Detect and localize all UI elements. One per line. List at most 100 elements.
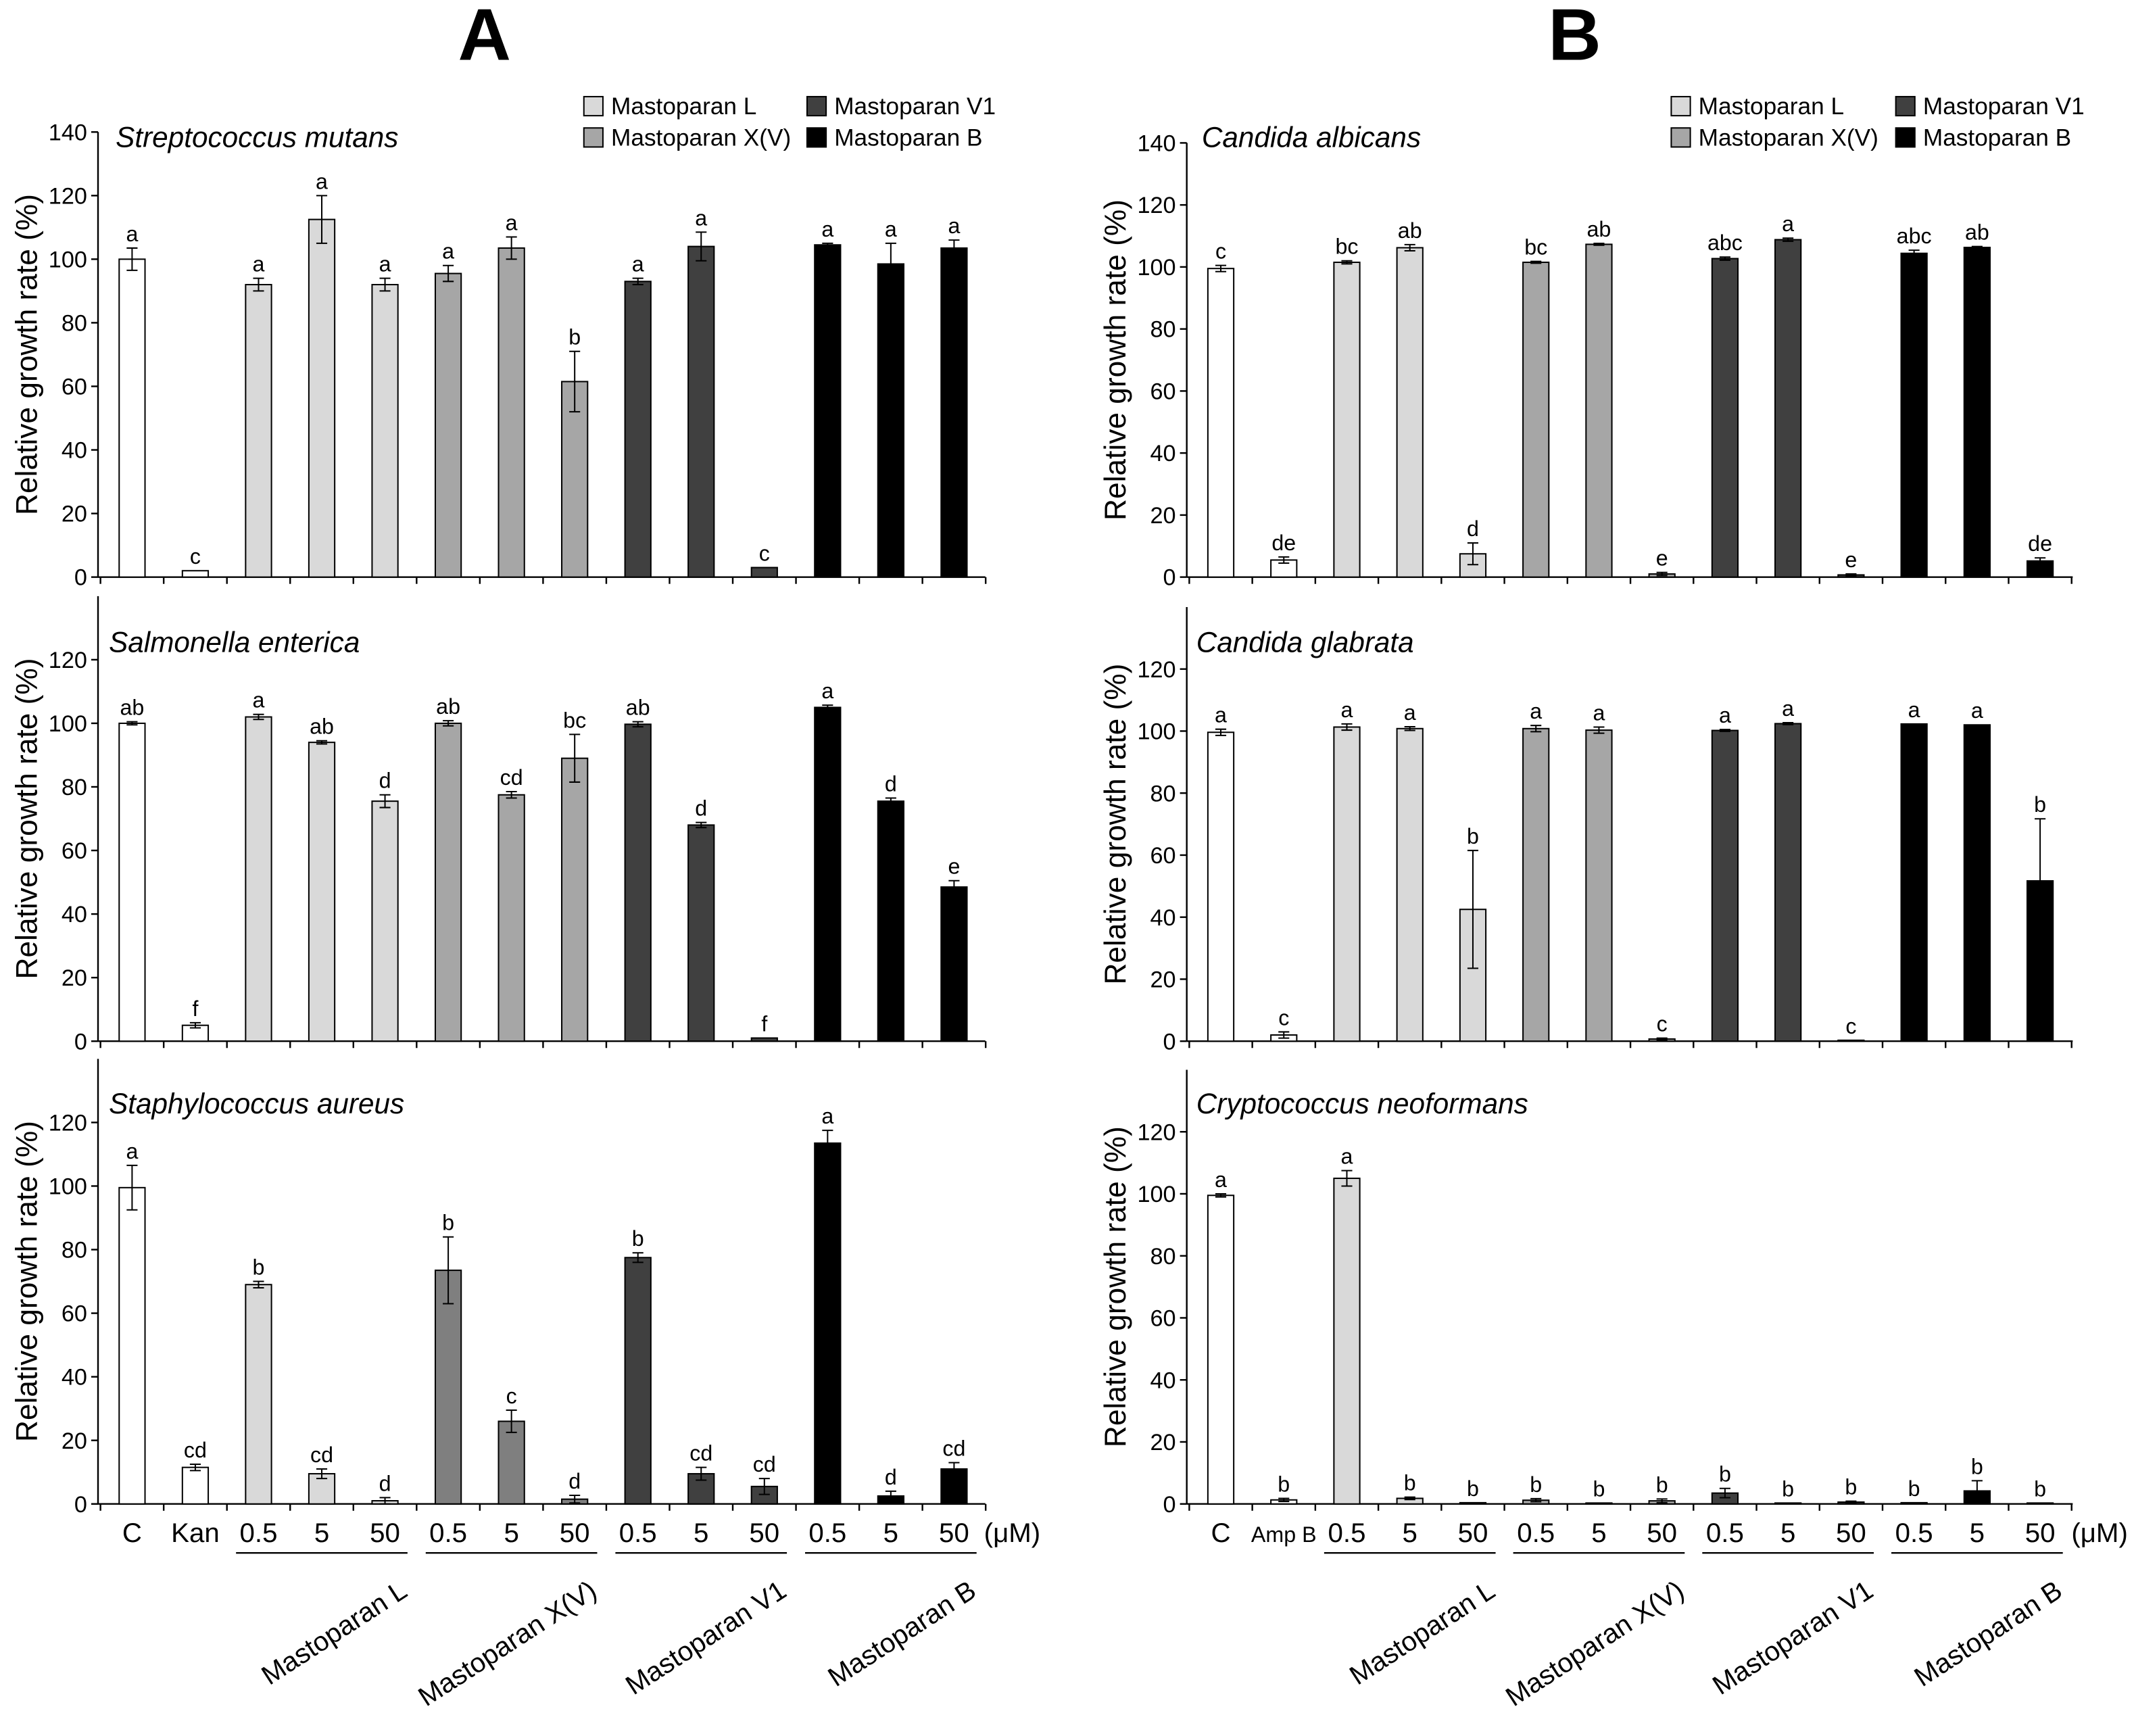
bar — [750, 566, 778, 578]
bar — [1963, 246, 1991, 578]
legend-entry: Mastoparan B — [806, 124, 982, 151]
y-tick-label: 60 — [62, 838, 87, 864]
y-axis-label: Relative growth rate (%) — [10, 194, 43, 515]
y-tick-label: 100 — [49, 711, 87, 737]
significance-letter: d — [885, 1465, 897, 1489]
significance-letter: e — [948, 854, 960, 879]
x-tick-label: 50 — [1458, 1518, 1488, 1548]
y-tick-label: 0 — [74, 1029, 87, 1055]
subplot-title: Candida glabrata — [1196, 626, 1414, 658]
significance-letter: bc — [563, 708, 586, 732]
significance-letter: a — [442, 239, 454, 264]
bar — [624, 723, 652, 1042]
bar — [371, 284, 399, 578]
legend-swatch — [1670, 95, 1691, 117]
significance-letter: a — [1782, 696, 1794, 721]
panel-letter: B — [1548, 0, 1601, 76]
bar — [687, 824, 715, 1042]
significance-letter: a — [1908, 698, 1920, 722]
bar — [814, 706, 842, 1042]
group-label: Mastoparan B — [823, 1574, 981, 1692]
y-tick-label: 40 — [62, 1365, 87, 1391]
x-tick-label: 5 — [694, 1518, 708, 1548]
significance-letter: c — [1278, 1005, 1289, 1030]
legend-swatch — [583, 95, 604, 117]
legend-swatch — [1670, 127, 1691, 148]
bar — [118, 258, 146, 578]
legend-swatch — [806, 127, 827, 148]
y-tick-label: 120 — [1137, 657, 1175, 683]
y-tick-label: 80 — [62, 775, 87, 800]
x-tick-label: 0.5 — [240, 1518, 278, 1548]
y-tick-label: 100 — [49, 247, 87, 272]
y-tick-label: 20 — [62, 502, 87, 527]
x-tick-label: 50 — [939, 1518, 969, 1548]
bar — [877, 263, 905, 578]
y-tick-label: 60 — [62, 1301, 87, 1327]
significance-letter: a — [1719, 703, 1731, 727]
significance-letter: b — [1908, 1476, 1920, 1501]
legend-label: Mastoparan B — [1923, 124, 2071, 151]
significance-letter: d — [885, 771, 897, 796]
significance-letter: f — [192, 996, 198, 1021]
bar — [1459, 1501, 1487, 1505]
legend-entry: Mastoparan L — [1670, 93, 1844, 120]
subplot: Candida albicans 0 20 40 60 80 100 120 140 Relati… — [1099, 121, 2073, 591]
significance-letter: b — [1719, 1462, 1731, 1487]
significance-letter: c — [759, 541, 770, 565]
significance-letter: d — [379, 1471, 391, 1495]
bar — [1585, 243, 1613, 578]
y-tick-label: 20 — [1150, 1430, 1176, 1455]
bar — [498, 247, 525, 578]
panel-letter: A — [458, 0, 512, 76]
significance-letter: c — [1215, 239, 1226, 264]
y-tick-label: 80 — [62, 1238, 87, 1263]
y-tick-label: 60 — [1150, 379, 1176, 404]
bar — [434, 272, 462, 578]
y-tick-label: 100 — [1137, 255, 1175, 281]
subplot-title: Staphylococcus aureus — [109, 1088, 404, 1119]
significance-letter: de — [1271, 531, 1296, 555]
subplot: Candida glabrata 0 20 40 60 80 100 120Relative … — [1099, 606, 2073, 1055]
y-axis-label: Relative growth rate (%) — [10, 1121, 43, 1442]
x-tick-label: 0.5 — [808, 1518, 846, 1548]
x-tick-label: 50 — [560, 1518, 590, 1548]
y-tick-label: 140 — [49, 120, 87, 145]
subplot-title: Candida albicans — [1202, 121, 1421, 153]
significance-letter: a — [821, 679, 833, 703]
x-tick-label: C — [1211, 1518, 1230, 1548]
y-tick-label: 0 — [74, 1492, 87, 1518]
x-tick-label: 0.5 — [619, 1518, 657, 1548]
subplot-title: Streptococcus mutans — [116, 121, 398, 153]
y-tick-label: 80 — [1150, 317, 1176, 343]
y-tick-label: 80 — [1150, 781, 1176, 806]
y-tick-label: 0 — [1163, 1029, 1176, 1055]
legend-entry: Mastoparan V1 — [1895, 93, 2085, 120]
bar — [1333, 262, 1361, 578]
y-axis-label: Relative growth rate (%) — [10, 658, 43, 980]
significance-letter: b — [2034, 792, 2046, 817]
x-tick-label: 5 — [1403, 1518, 1417, 1548]
x-tick-label: 0.5 — [429, 1518, 467, 1548]
bar — [1774, 239, 1802, 578]
y-tick-label: 60 — [62, 375, 87, 400]
bar — [1207, 731, 1235, 1042]
bar — [1207, 1195, 1235, 1505]
significance-letter: b — [253, 1255, 265, 1279]
significance-letter: b — [2034, 1476, 2046, 1501]
significance-letter: a — [1404, 700, 1416, 725]
group-label: Mastoparan V1 — [621, 1574, 792, 1700]
significance-letter: b — [1278, 1472, 1290, 1496]
group-label: Mastoparan X(V) — [413, 1574, 602, 1712]
significance-letter: b — [1593, 1476, 1605, 1501]
y-tick-label: 20 — [1150, 503, 1176, 529]
y-tick-label: 120 — [49, 183, 87, 209]
bar — [1900, 723, 1928, 1042]
y-tick-label: 80 — [62, 311, 87, 337]
bar — [1522, 262, 1550, 578]
x-tick-label: Amp B — [1251, 1522, 1317, 1547]
y-tick-label: 40 — [62, 902, 87, 927]
bar — [1522, 727, 1550, 1042]
